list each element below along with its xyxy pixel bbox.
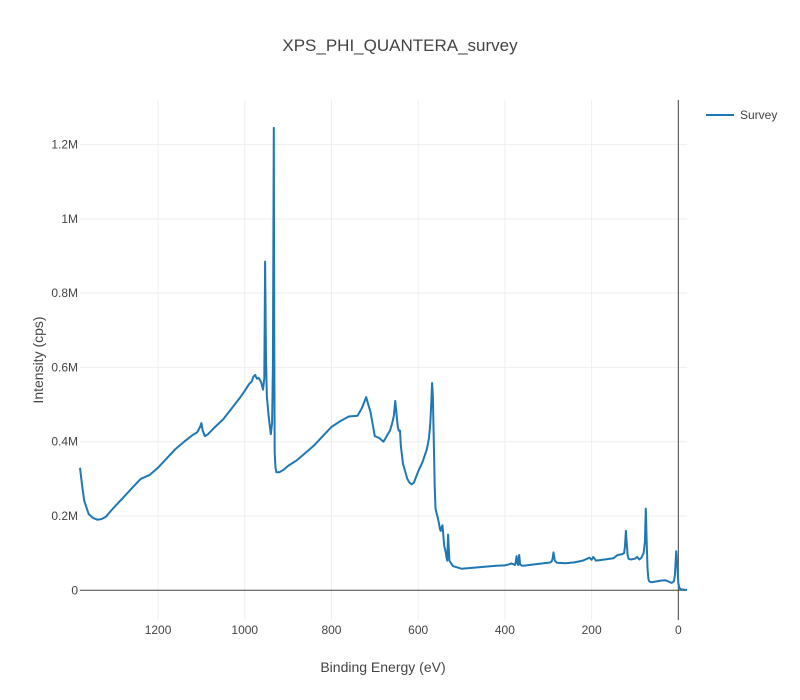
series-layer [79,126,687,591]
legend-label-survey: Survey [740,108,777,122]
x-tick-label: 0 [675,623,682,637]
y-tick-label: 0 [71,583,78,597]
y-tick-label: 0.2M [51,509,78,523]
y-tick-label: 0.8M [51,286,78,300]
x-tick-label: 800 [321,623,341,637]
y-tick-label: 1.2M [51,138,78,152]
chart-title: XPS_PHI_QUANTERA_survey [282,36,518,55]
grid-layer [80,100,687,620]
x-tick-label: 600 [408,623,428,637]
series-line-0 [79,126,687,591]
y-axis-ticks: 0 0.2M 0.4M 0.6M 0.8M 1M 1.2M [51,138,78,598]
y-tick-label: 0.4M [51,435,78,449]
y-tick-label: 0.6M [51,360,78,374]
y-tick-label: 1M [61,212,78,226]
legend[interactable]: Survey [706,108,777,122]
x-axis-ticks: 1200 1000 800 600 400 200 0 [145,623,682,637]
x-tick-label: 400 [495,623,515,637]
x-axis-title: Binding Energy (eV) [320,659,445,675]
y-axis-title: Intensity (cps) [30,316,46,403]
x-tick-label: 1200 [145,623,172,637]
x-tick-label: 1000 [231,623,258,637]
x-tick-label: 200 [582,623,602,637]
